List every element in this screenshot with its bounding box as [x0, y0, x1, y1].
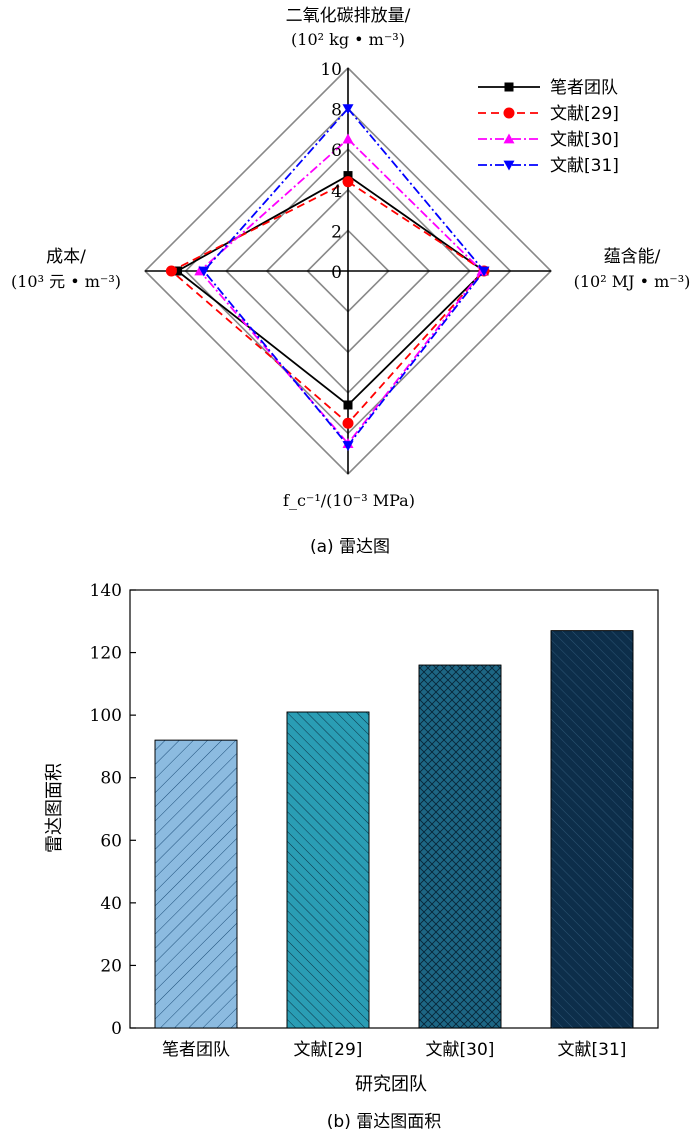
radar-tick-labels: 0 2 4 6 8 10 [320, 60, 342, 283]
radar-tick-label: 6 [331, 141, 342, 161]
bar-x-tick-label: 文献[31] [558, 1040, 627, 1060]
bar-pattern-2 [418, 664, 502, 1029]
radar-tick-label: 8 [331, 101, 342, 121]
radar-chart: 0 2 4 6 8 10 二氧化碳排放量/ (10² kg • m⁻³) 蕴含能/ (10… [11, 6, 690, 557]
radar-series-line-2 [198, 137, 484, 445]
legend-marker-0 [504, 82, 514, 92]
radar-tick-label: 4 [331, 182, 342, 202]
bar-x-tick-label: 文献[29] [294, 1040, 363, 1060]
legend-marker-2 [503, 133, 515, 144]
radar-point-1-co2 [342, 176, 354, 188]
bar-y-tick-label: 80 [100, 769, 122, 789]
bar-y-tick-label: 40 [100, 894, 122, 914]
bar-pattern-3 [550, 630, 634, 1029]
axis-label-fc-inverse: f_c⁻¹/(10⁻³ MPa) [283, 491, 415, 510]
bar-x-axis-label: 研究团队 [355, 1074, 427, 1095]
bar-series [154, 630, 634, 1029]
radar-point-1-cost [165, 265, 177, 277]
bar-caption: (b) 雷达图面积 [327, 1112, 441, 1132]
axis-label-energy-line2: (10² MJ • m⁻³) [574, 272, 691, 291]
bar-plot-frame [129, 589, 659, 1029]
radar-point-3-energy [478, 266, 490, 277]
axis-label-cost-line2: (10³ 元 • m⁻³) [11, 272, 121, 291]
legend-label-3: 文献[31] [550, 156, 619, 176]
bar-y-tick-label: 0 [111, 1019, 122, 1039]
bar-pattern-1 [286, 711, 370, 1029]
bar-pattern-0 [154, 739, 238, 1029]
legend-marker-1 [503, 107, 515, 119]
radar-point-2-co2 [342, 133, 354, 144]
legend-label-0: 笔者团队 [550, 78, 618, 98]
radar-point-0-cost [172, 266, 182, 276]
axis-label-co2-line2: (10² kg • m⁻³) [291, 30, 405, 49]
axis-label-energy-line1: 蕴含能/ [604, 247, 661, 267]
radar-tick-label: 0 [331, 263, 342, 283]
bar-x-tick-label: 文献[30] [426, 1040, 495, 1060]
axis-label-co2-line1: 二氧化碳排放量/ [286, 6, 411, 26]
legend-label-2: 文献[30] [550, 130, 619, 150]
radar-point-3-co2 [342, 104, 354, 115]
radar-point-1-fc_inv [342, 417, 354, 429]
radar-series-group [165, 104, 490, 452]
radar-point-0-fc_inv [343, 400, 353, 410]
bar-y-tick-label: 120 [90, 644, 122, 664]
radar-point-3-fc_inv [342, 441, 354, 452]
radar-series-line-0 [175, 174, 486, 407]
bar-axes: 0 20 40 60 80 100 120 140 笔者团队 文献[29] 文献[30] 文献[31] [90, 581, 659, 1060]
bar-y-tick-label: 100 [90, 706, 122, 726]
bar-chart: 0 20 40 60 80 100 120 140 笔者团队 文献[29] 文献[30] 文献[31]… [44, 581, 659, 1132]
radar-series-line-3 [202, 107, 486, 448]
radar-caption: (a) 雷达图 [310, 537, 390, 557]
radar-point-3-cost [198, 266, 210, 277]
bar-y-axis-label: 雷达图面积 [44, 763, 65, 853]
axis-label-cost-line1: 成本/ [46, 247, 86, 267]
radar-tick-label: 10 [320, 60, 342, 80]
bar-y-tick-label: 140 [90, 581, 122, 601]
bar-x-tick-label: 笔者团队 [162, 1040, 230, 1060]
legend-label-1: 文献[29] [550, 104, 619, 124]
legend-marker-3 [503, 160, 515, 171]
bar-y-tick-label: 60 [100, 831, 122, 851]
radar-grid [143, 66, 553, 476]
bar-y-tick-label: 20 [100, 956, 122, 976]
radar-tick-label: 2 [331, 222, 342, 242]
radar-point-0-co2 [343, 171, 353, 181]
